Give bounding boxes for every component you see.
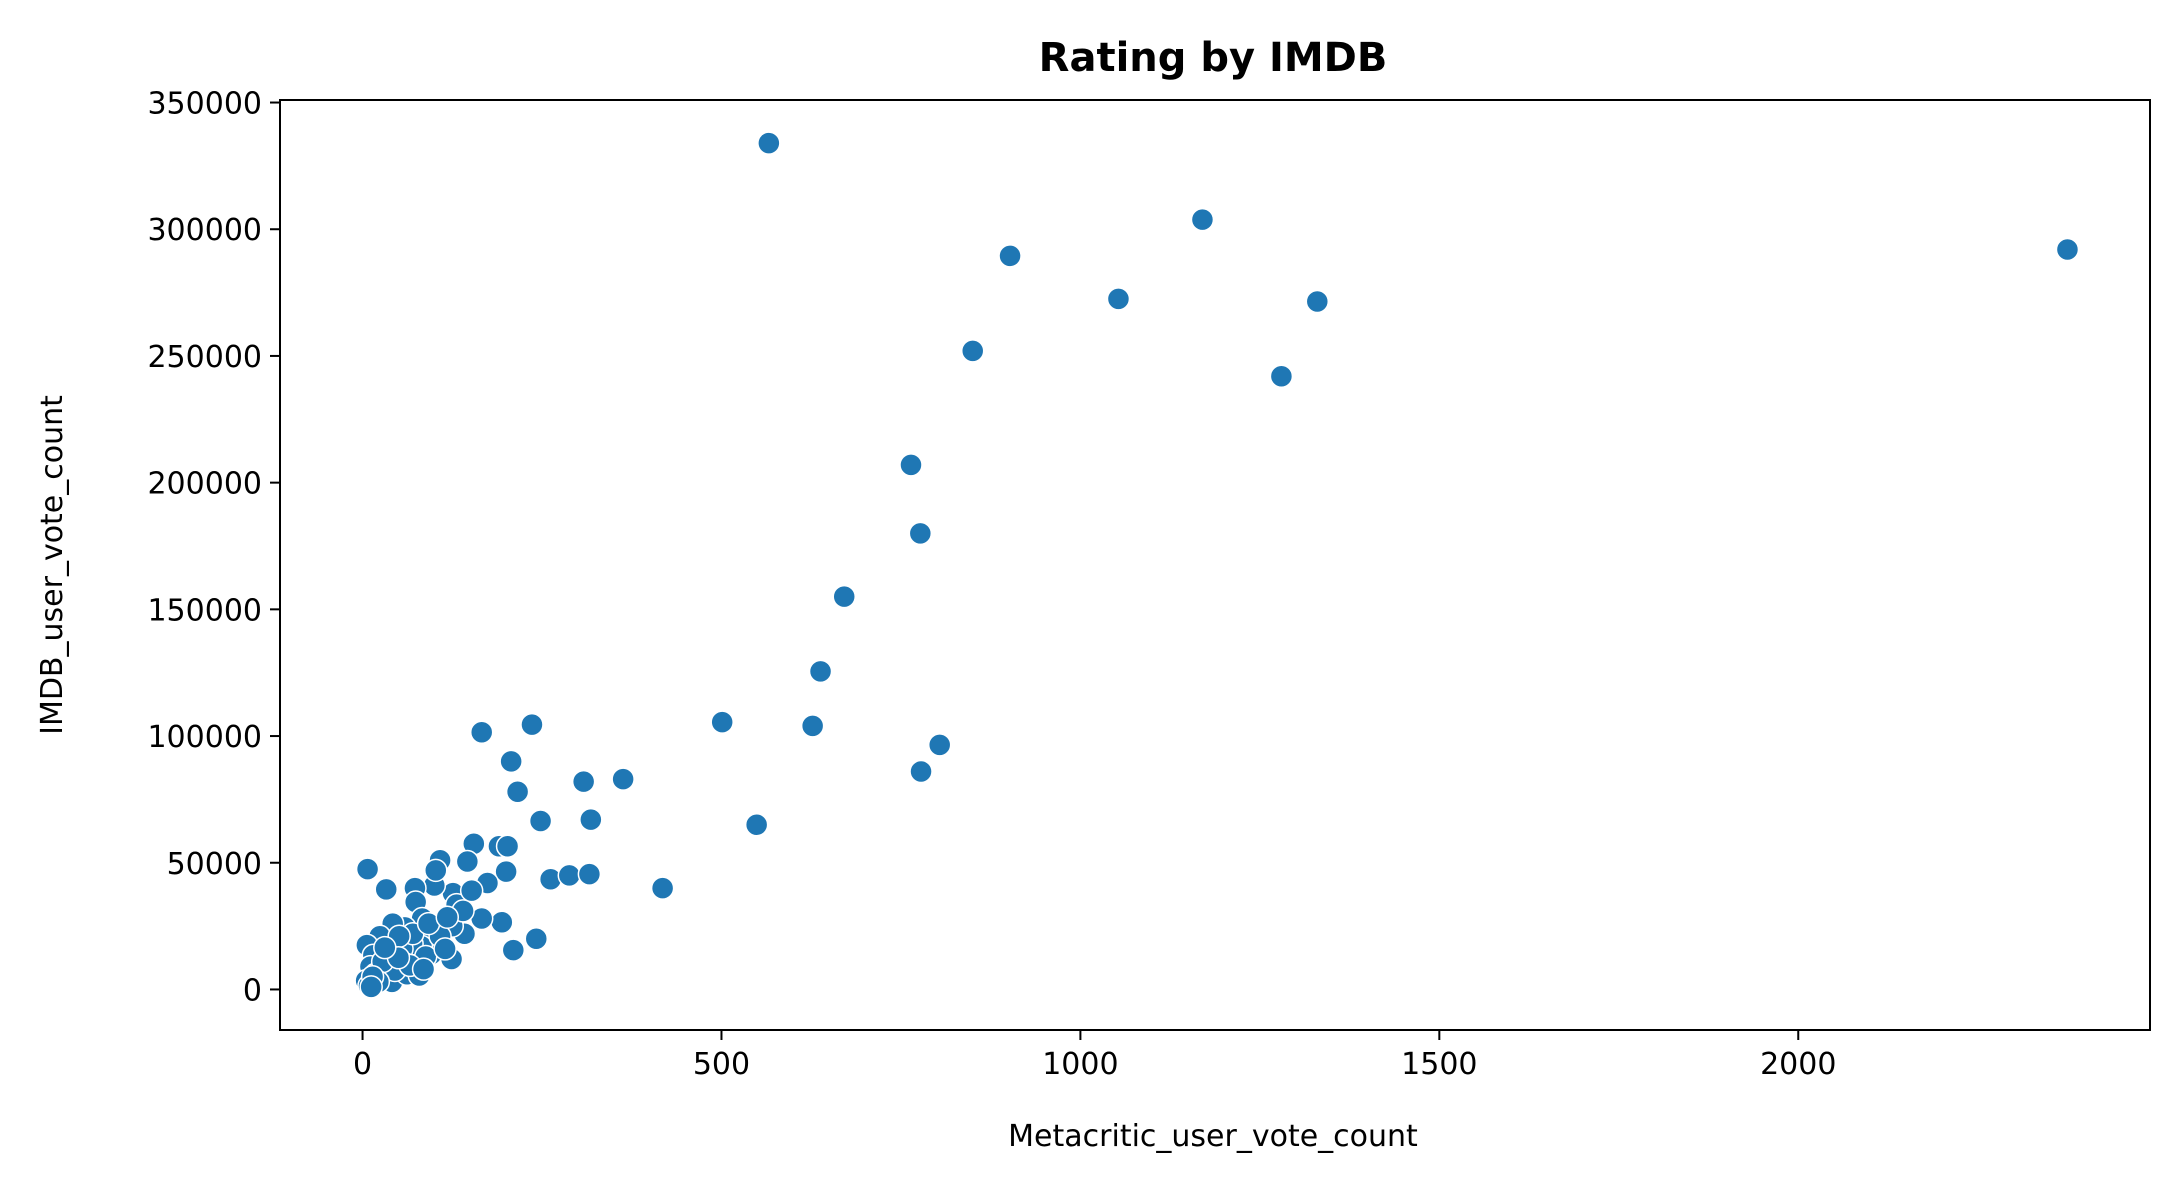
data-point (2055, 237, 2080, 262)
data-point (355, 857, 380, 881)
x-tick-label: 500 (693, 1047, 750, 1082)
data-point (710, 710, 734, 734)
y-axis: 0 50000 100000 150000 200000 250000 300000 3500… (147, 87, 280, 1008)
data-point (373, 935, 397, 960)
data-point (909, 759, 933, 784)
y-axis-label: IMDB_user_vote_count (35, 395, 70, 735)
data-point (960, 339, 985, 363)
y-tick-label: 50000 (167, 847, 262, 882)
data-point (571, 769, 596, 794)
data-point (374, 877, 398, 902)
data-point (808, 659, 833, 684)
data-point (494, 859, 518, 884)
data-point (757, 131, 781, 155)
data-point (908, 521, 933, 546)
data-point (1305, 289, 1330, 314)
data-point (1190, 207, 1215, 232)
data-point (650, 876, 675, 900)
y-tick-label: 350000 (147, 87, 262, 122)
data-point (424, 858, 448, 883)
data-point (744, 812, 769, 837)
data-point (359, 975, 383, 999)
data-point (469, 720, 494, 744)
x-axis-label: Metacritic_user_vote_count (1008, 1119, 1418, 1154)
data-point (611, 767, 635, 791)
x-tick-label: 1500 (1401, 1047, 1477, 1082)
x-axis: 0 500 1000 1500 2000 (353, 1030, 1836, 1082)
data-point (577, 862, 602, 886)
data-point (495, 834, 520, 859)
data-point (1106, 287, 1131, 311)
data-point (800, 714, 825, 738)
data-point (501, 938, 526, 962)
data-point (433, 937, 457, 961)
y-tick-label: 200000 (147, 467, 262, 502)
y-tick-label: 100000 (147, 720, 262, 755)
x-tick-label: 1000 (1042, 1047, 1118, 1082)
y-tick-label: 0 (243, 973, 262, 1008)
y-tick-label: 150000 (147, 593, 262, 628)
data-point (899, 453, 923, 477)
data-point (832, 584, 856, 609)
chart-title: Rating by IMDB (1039, 35, 1388, 81)
data-point (579, 807, 603, 832)
data-point (455, 849, 480, 874)
plot-frame (279, 99, 2151, 1031)
data-point (411, 957, 436, 981)
data-point (505, 780, 530, 804)
data-point (524, 927, 549, 951)
data-points (354, 131, 2080, 999)
data-point (490, 910, 514, 935)
data-point (435, 905, 460, 929)
data-point (1269, 364, 1294, 388)
data-point (927, 733, 952, 757)
data-point (459, 878, 484, 903)
data-point (998, 244, 1022, 268)
data-point (499, 749, 523, 774)
data-point (520, 712, 544, 737)
y-tick-label: 300000 (147, 213, 262, 248)
x-tick-label: 2000 (1760, 1047, 1836, 1082)
data-point (557, 863, 582, 888)
plot-area (279, 99, 2151, 1031)
data-point (528, 809, 553, 833)
x-tick-label: 0 (353, 1047, 372, 1082)
y-tick-label: 250000 (147, 340, 262, 375)
